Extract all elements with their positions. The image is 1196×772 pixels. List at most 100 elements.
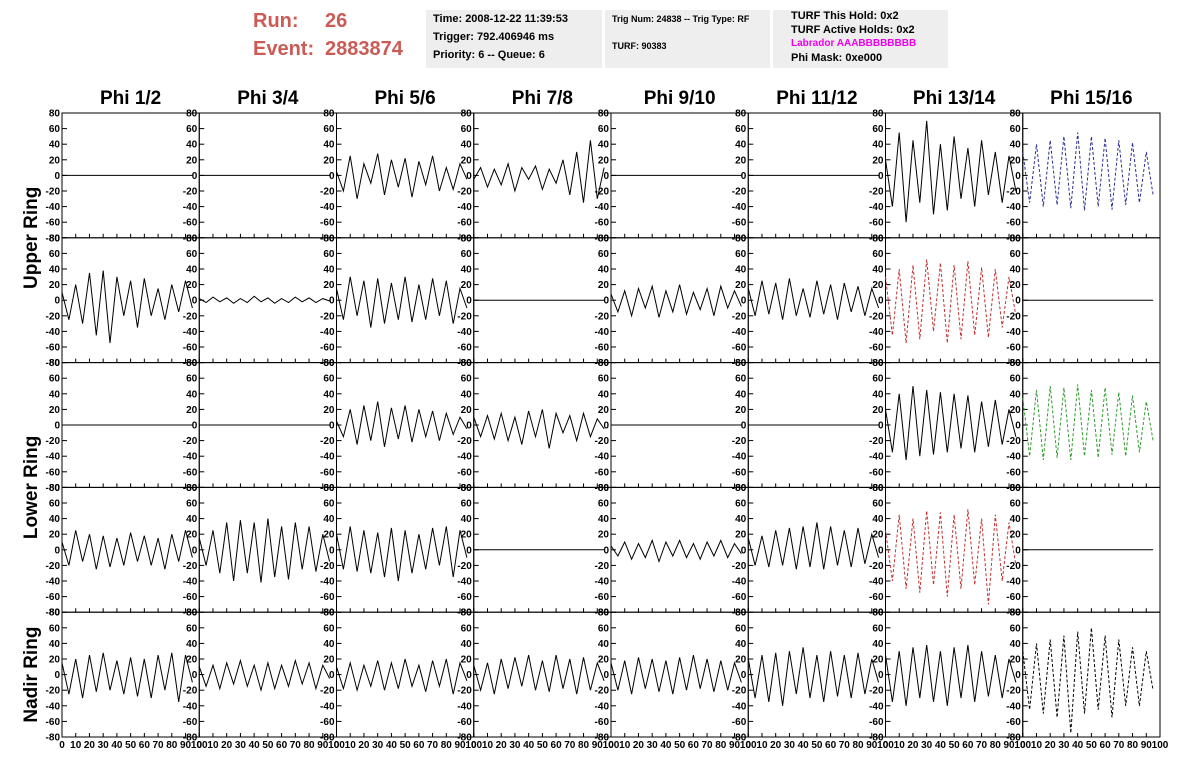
y-tick-label: -60 xyxy=(457,467,472,478)
waveform xyxy=(747,647,880,706)
turf-box: TURF This Hold: 0x2 TURF Active Holds: 0… xyxy=(773,10,948,68)
waveform xyxy=(473,654,605,695)
waveform xyxy=(473,409,605,449)
x-tick-label: 50 xyxy=(1086,740,1098,751)
y-tick-label: 40 xyxy=(461,389,473,400)
y-tick-label: 80 xyxy=(186,233,198,244)
y-tick-label: -80 xyxy=(320,483,335,494)
y-tick-label: 40 xyxy=(49,389,61,400)
y-tick-label: -20 xyxy=(595,561,610,572)
trig-num: Trig Num: 24838 -- Trig Type: RF xyxy=(612,14,750,24)
waveform xyxy=(885,385,1017,461)
x-tick-label: 40 xyxy=(1072,740,1084,751)
y-tick-label: 40 xyxy=(461,140,473,151)
y-tick-label: -40 xyxy=(1006,701,1021,712)
y-tick-label: -60 xyxy=(1006,592,1021,603)
y-tick-label: -40 xyxy=(183,452,198,463)
panel-frame xyxy=(198,611,337,738)
x-tick-label: 50 xyxy=(125,740,137,751)
y-tick-label: 60 xyxy=(461,249,473,260)
waveform xyxy=(885,259,1017,344)
y-tick-label: -80 xyxy=(457,233,472,244)
x-tick-label: 10 xyxy=(345,740,357,751)
y-tick-label: 40 xyxy=(323,140,335,151)
y-tick-label: 60 xyxy=(598,499,610,510)
y-tick-label: 0 xyxy=(741,171,747,182)
waveform xyxy=(198,658,331,693)
y-tick-label: -40 xyxy=(732,701,747,712)
y-tick-label: -60 xyxy=(869,717,884,728)
y-tick-label: 60 xyxy=(598,249,610,260)
y-tick-label: 20 xyxy=(323,155,335,166)
y-tick-label: 80 xyxy=(186,358,198,369)
waveform xyxy=(336,153,468,199)
y-tick-label: 20 xyxy=(735,155,747,166)
y-tick-label: 40 xyxy=(1010,389,1022,400)
y-tick-label: -80 xyxy=(1006,358,1021,369)
column-title: Phi 11/12 xyxy=(776,88,857,109)
y-tick-label: 80 xyxy=(186,483,198,494)
y-tick-label: 20 xyxy=(461,655,473,666)
y-tick-label: 20 xyxy=(872,155,884,166)
x-tick-label: 20 xyxy=(770,740,782,751)
y-tick-label: 0 xyxy=(192,296,198,307)
x-tick-label: 100 xyxy=(740,740,757,751)
x-tick-label: 40 xyxy=(660,740,672,751)
y-tick-label: -40 xyxy=(46,452,61,463)
y-tick-label: 60 xyxy=(323,499,335,510)
y-tick-label: 80 xyxy=(735,608,747,619)
column-title: Phi 1/2 xyxy=(100,88,161,109)
y-tick-label: -40 xyxy=(869,327,884,338)
y-tick-label: -60 xyxy=(457,218,472,229)
y-tick-label: 60 xyxy=(186,623,198,634)
y-tick-label: 40 xyxy=(735,265,747,276)
y-tick-label: 80 xyxy=(323,483,335,494)
y-tick-label: -80 xyxy=(595,733,610,744)
y-tick-label: -60 xyxy=(869,218,884,229)
panel-frame xyxy=(473,112,612,239)
x-tick-label: 60 xyxy=(962,740,974,751)
y-tick-label: -20 xyxy=(1006,311,1021,322)
y-tick-label: 0 xyxy=(878,670,884,681)
y-tick-label: -80 xyxy=(183,358,198,369)
y-tick-label: 40 xyxy=(49,639,61,650)
y-tick-label: -20 xyxy=(183,187,198,198)
y-tick-label: -80 xyxy=(320,358,335,369)
y-tick-label: 40 xyxy=(186,140,198,151)
x-tick-label: 70 xyxy=(702,740,714,751)
y-tick-label: 20 xyxy=(598,530,610,541)
panel-frame xyxy=(198,237,337,364)
x-tick-label: 60 xyxy=(139,740,151,751)
x-tick-label: 30 xyxy=(509,740,521,751)
y-tick-label: -80 xyxy=(1006,733,1021,744)
y-tick-label: 40 xyxy=(598,639,610,650)
waveform xyxy=(336,276,468,328)
panel-frame xyxy=(198,486,337,613)
y-tick-label: 20 xyxy=(598,280,610,291)
y-tick-label: 80 xyxy=(461,358,473,369)
x-tick-label: 100 xyxy=(603,740,620,751)
y-tick-label: 60 xyxy=(872,249,884,260)
y-tick-label: -80 xyxy=(320,233,335,244)
y-tick-label: 0 xyxy=(466,545,472,556)
y-tick-label: -20 xyxy=(183,436,198,447)
y-tick-label: 80 xyxy=(872,233,884,244)
x-tick-label: 10 xyxy=(1031,740,1043,751)
y-tick-label: 20 xyxy=(461,155,473,166)
y-tick-label: -40 xyxy=(320,701,335,712)
panel-frame xyxy=(61,611,200,738)
event-label: Event: xyxy=(253,38,315,60)
y-tick-label: -80 xyxy=(732,608,747,619)
y-tick-label: -20 xyxy=(732,686,747,697)
waveform xyxy=(610,655,742,695)
y-tick-label: 40 xyxy=(735,639,747,650)
x-tick-label: 90 xyxy=(592,740,604,751)
y-tick-label: 20 xyxy=(186,655,198,666)
x-tick-label: 50 xyxy=(400,740,412,751)
y-tick-label: -20 xyxy=(1006,686,1021,697)
y-tick-label: 60 xyxy=(323,124,335,135)
y-tick-label: -40 xyxy=(1006,452,1021,463)
y-tick-label: -20 xyxy=(457,436,472,447)
y-tick-label: 80 xyxy=(49,483,61,494)
y-tick-label: 0 xyxy=(1015,545,1021,556)
